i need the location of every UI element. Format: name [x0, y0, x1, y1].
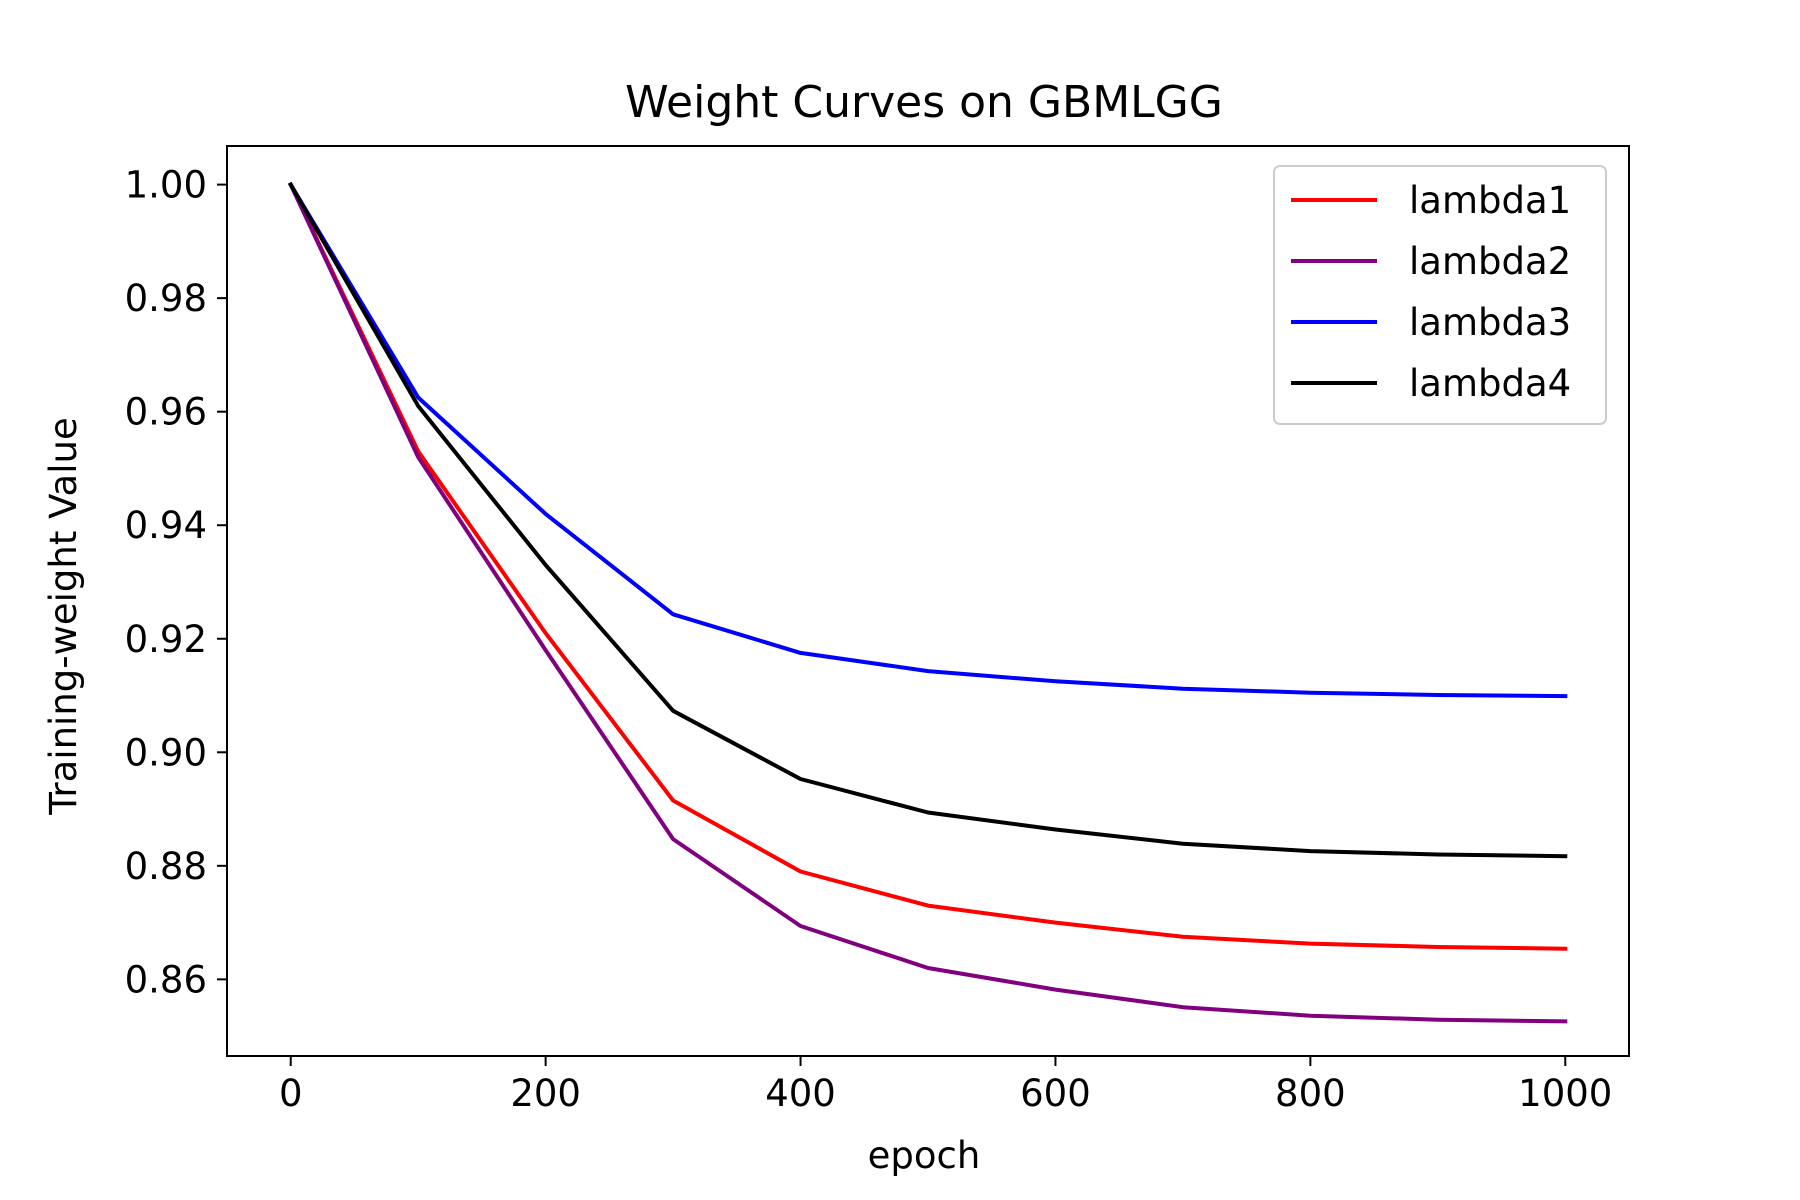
y-tick-label: 1.00 [125, 164, 207, 207]
y-tick-label: 0.94 [125, 504, 207, 547]
series-line-lambda3 [287, 181, 1568, 699]
y-tick-label: 0.92 [125, 618, 207, 661]
x-tick-label: 800 [1275, 1072, 1346, 1115]
series-line-lambda2 [288, 181, 1568, 1024]
legend-label-lambda3: lambda3 [1409, 301, 1571, 344]
series-line-lambda1 [288, 181, 1568, 951]
legend-label-lambda4: lambda4 [1409, 362, 1571, 405]
legend-box [1273, 165, 1607, 425]
x-tick-label: 1000 [1518, 1072, 1612, 1115]
plot-area: 0 200 400 600 800 1000 0.86 0.88 0.90 0.92 0.94 0.9… [125, 145, 1630, 1115]
y-tick-label: 0.86 [125, 958, 207, 1001]
legend-label-lambda2: lambda2 [1409, 240, 1571, 283]
series-line-lambda4 [287, 181, 1568, 859]
legend: lambda1 lambda2 lambda3 lambda4 [1273, 165, 1607, 425]
y-tick-label: 0.88 [125, 845, 207, 888]
x-tick-label: 400 [765, 1072, 836, 1115]
y-tick-label: 0.90 [125, 731, 207, 774]
y-tick-label: 0.98 [125, 277, 207, 320]
x-tick-label: 0 [279, 1072, 303, 1115]
x-tick-label: 600 [1020, 1072, 1091, 1115]
y-axis-label: Training-weight Value [42, 417, 85, 815]
x-tick-label: 200 [510, 1072, 581, 1115]
plot-frame [226, 145, 1630, 1057]
legend-label-lambda1: lambda1 [1409, 179, 1571, 222]
chart-title: Weight Curves on GBMLGG [625, 77, 1223, 128]
x-axis-label: epoch [868, 1134, 981, 1177]
y-tick-label: 0.96 [125, 391, 207, 434]
